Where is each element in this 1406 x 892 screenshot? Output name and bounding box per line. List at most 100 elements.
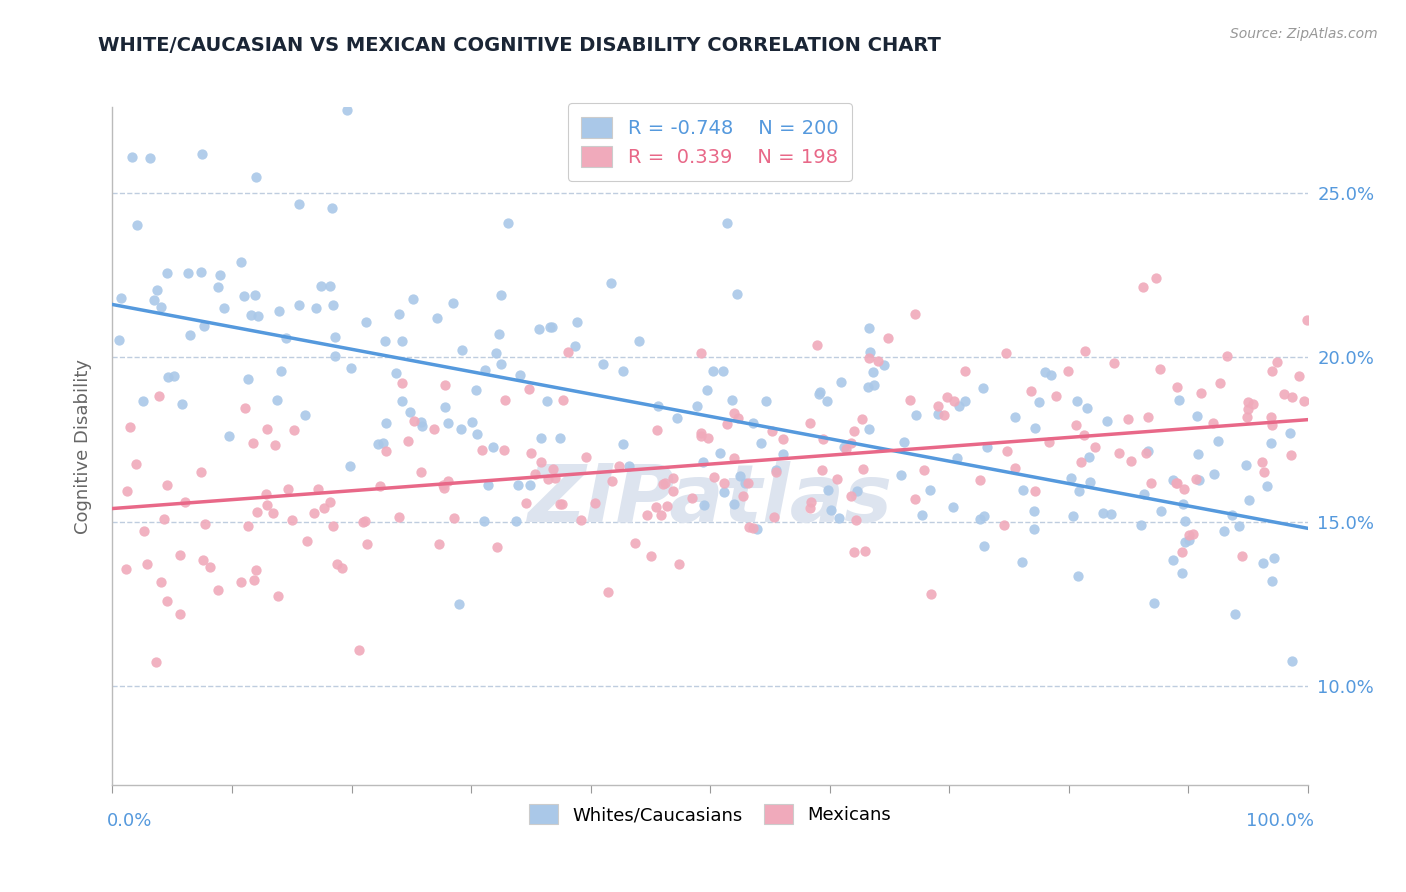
Point — [772, 432, 794, 446]
Point — [169, 549, 191, 563]
Point — [723, 497, 745, 511]
Point — [640, 549, 662, 563]
Point — [218, 429, 240, 443]
Point — [665, 411, 688, 425]
Point — [1260, 409, 1282, 424]
Point — [142, 293, 165, 307]
Point — [391, 334, 413, 348]
Point — [612, 436, 634, 450]
Point — [156, 370, 179, 384]
Point — [1076, 401, 1098, 416]
Point — [1260, 574, 1282, 588]
Point — [465, 427, 488, 442]
Point — [550, 497, 572, 511]
Point — [655, 499, 678, 513]
Point — [374, 443, 396, 458]
Point — [198, 559, 221, 574]
Point — [1236, 395, 1258, 409]
Point — [765, 465, 787, 479]
Point — [839, 435, 862, 450]
Point — [1130, 518, 1153, 533]
Point — [1188, 473, 1211, 487]
Point — [399, 404, 422, 418]
Point — [1279, 425, 1302, 440]
Point — [993, 518, 1015, 533]
Point — [281, 513, 304, 527]
Point — [441, 296, 464, 310]
Point — [235, 401, 257, 416]
Point — [190, 265, 212, 279]
Point — [229, 575, 252, 590]
Point — [488, 327, 510, 342]
Point — [121, 150, 143, 164]
Point — [1189, 386, 1212, 401]
Point — [312, 501, 335, 516]
Point — [367, 437, 389, 451]
Point — [734, 475, 756, 490]
Point — [617, 458, 640, 473]
Point — [115, 484, 138, 499]
Point — [236, 372, 259, 386]
Point — [548, 431, 571, 445]
Point — [973, 539, 995, 553]
Point — [190, 146, 212, 161]
Point — [713, 476, 735, 491]
Point — [650, 508, 672, 522]
Point — [689, 429, 711, 443]
Point — [1174, 514, 1197, 528]
Point — [1230, 549, 1253, 563]
Point — [1292, 393, 1315, 408]
Point — [600, 276, 623, 290]
Point — [636, 508, 658, 522]
Point — [1060, 471, 1083, 485]
Point — [118, 420, 141, 434]
Point — [294, 408, 316, 422]
Point — [858, 321, 880, 335]
Point — [288, 197, 311, 211]
Point — [1281, 653, 1303, 667]
Point — [696, 383, 718, 397]
Point — [1225, 607, 1247, 622]
Point — [132, 524, 155, 538]
Point — [1166, 476, 1188, 491]
Point — [817, 483, 839, 498]
Point — [935, 390, 957, 404]
Point — [1236, 458, 1258, 472]
Point — [652, 476, 675, 491]
Point — [799, 417, 821, 431]
Point — [969, 512, 991, 526]
Point — [1033, 365, 1056, 379]
Point — [661, 471, 683, 485]
Point — [904, 307, 927, 321]
Point — [450, 422, 472, 436]
Point — [1184, 472, 1206, 486]
Point — [830, 375, 852, 389]
Point — [494, 392, 516, 407]
Point — [1237, 401, 1260, 416]
Point — [1056, 364, 1078, 378]
Point — [340, 361, 363, 376]
Point — [352, 516, 374, 530]
Point — [713, 484, 735, 499]
Point — [742, 521, 765, 535]
Point — [868, 354, 890, 368]
Point — [1178, 528, 1201, 542]
Point — [690, 425, 713, 440]
Point — [336, 103, 359, 118]
Point — [565, 315, 588, 329]
Point — [703, 470, 725, 484]
Point — [179, 328, 201, 343]
Point — [155, 477, 177, 491]
Point — [1220, 508, 1243, 522]
Text: Source: ZipAtlas.com: Source: ZipAtlas.com — [1230, 27, 1378, 41]
Point — [800, 495, 823, 509]
Point — [1119, 454, 1142, 468]
Text: 100.0%: 100.0% — [1246, 812, 1313, 830]
Point — [1084, 441, 1107, 455]
Point — [447, 597, 470, 611]
Point — [1227, 519, 1250, 533]
Point — [148, 388, 170, 402]
Point — [190, 465, 212, 479]
Point — [1182, 526, 1205, 541]
Point — [110, 291, 132, 305]
